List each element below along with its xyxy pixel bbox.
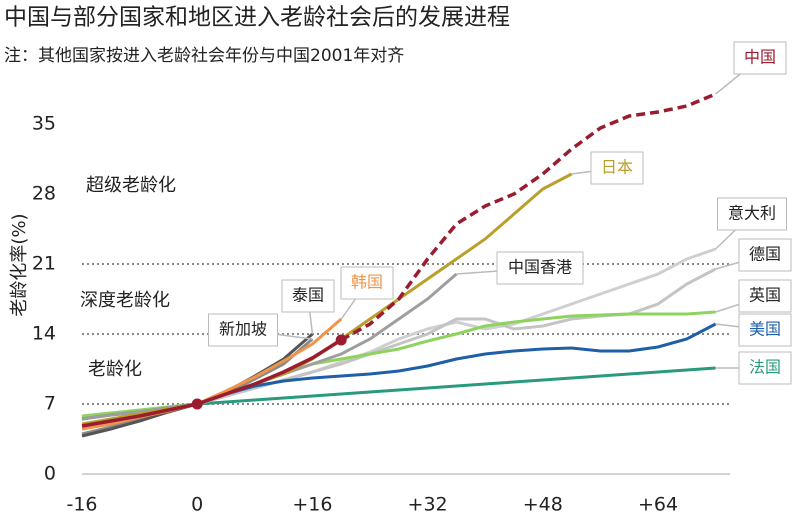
legend-label: 日本 — [601, 158, 633, 177]
x-tick-label: +32 — [408, 494, 448, 516]
x-tick-label: -16 — [66, 494, 97, 516]
x-tick-label: +16 — [292, 494, 332, 516]
region-label: 深度老龄化 — [80, 290, 170, 311]
origin-marker — [191, 398, 203, 410]
series-line — [81, 310, 716, 418]
label-box — [208, 313, 278, 347]
label-box — [717, 197, 787, 231]
legend-label: 中国香港 — [508, 258, 572, 277]
region-label: 超级老龄化 — [86, 175, 176, 196]
label-box — [738, 351, 792, 385]
series-line — [81, 267, 717, 420]
chart-title: 中国与部分国家和地区进入老龄社会后的发展进程 — [4, 5, 510, 31]
legend-label: 泰国 — [292, 286, 324, 305]
legend-label: 法国 — [749, 358, 781, 377]
label-box — [733, 41, 787, 75]
legend-label: 德国 — [749, 245, 781, 264]
y-tick-label: 14 — [32, 323, 56, 345]
y-tick-label: 7 — [44, 393, 56, 415]
legend-label: 意大利 — [728, 204, 776, 223]
series-line — [340, 92, 717, 342]
y-tick-label: 0 — [44, 463, 56, 485]
label-box — [738, 238, 792, 272]
label-box — [340, 266, 394, 300]
legend-label: 美国 — [749, 320, 781, 339]
chart-subtitle: 注：其他国家按进入老龄社会年份与中国2001年对齐 — [4, 46, 404, 66]
label-box — [496, 251, 584, 285]
projection-marker — [335, 334, 347, 346]
y-tick-label: 35 — [32, 113, 56, 135]
legend-label: 韩国 — [351, 273, 383, 292]
series-line — [197, 366, 716, 406]
label-box — [738, 313, 792, 347]
x-tick-label: 0 — [191, 494, 203, 516]
region-label: 老龄化 — [88, 359, 142, 380]
y-tick-label: 28 — [32, 183, 56, 205]
x-tick-label: +48 — [523, 494, 563, 516]
label-box — [738, 279, 792, 313]
legend-label: 中国 — [744, 48, 776, 67]
legend-label: 新加坡 — [219, 320, 267, 339]
y-axis-label: 老龄化率(%) — [9, 213, 30, 316]
legend-label: 英国 — [749, 286, 781, 305]
label-box — [281, 279, 335, 313]
series-line — [81, 338, 343, 428]
y-tick-label: 21 — [32, 253, 56, 275]
label-box — [590, 151, 644, 185]
x-tick-label: +64 — [638, 494, 678, 516]
